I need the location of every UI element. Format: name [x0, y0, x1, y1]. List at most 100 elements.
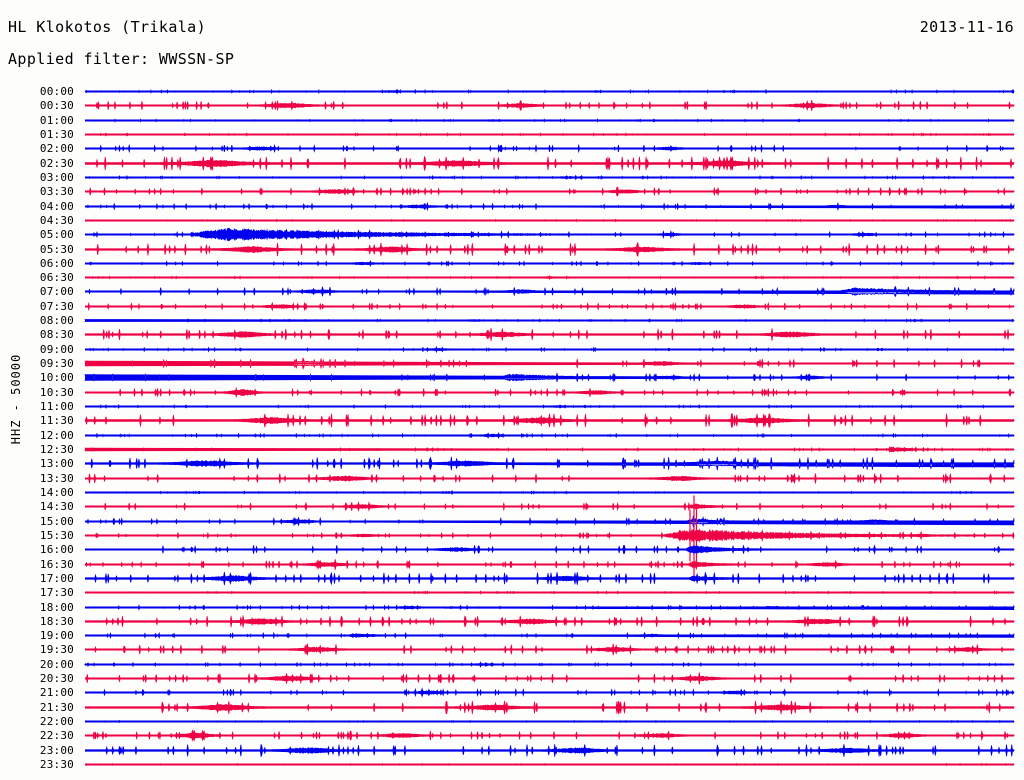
trace-row: 17:00	[0, 571, 1024, 586]
waveform-trace	[84, 284, 1015, 299]
waveform-trace	[84, 700, 1015, 715]
trace-row: 16:30	[0, 557, 1024, 572]
time-tick-label: 16:00	[39, 543, 74, 557]
time-tick-label: 04:00	[39, 199, 74, 213]
time-tick-label: 18:00	[39, 600, 74, 614]
trace-row: 20:30	[0, 671, 1024, 686]
trace-row: 21:00	[0, 685, 1024, 700]
waveform-trace	[84, 98, 1015, 113]
time-tick-label: 04:30	[39, 213, 74, 227]
time-tick-label: 03:30	[39, 185, 74, 199]
trace-row: 18:00	[0, 600, 1024, 615]
waveform-trace	[84, 385, 1015, 400]
waveform-trace	[84, 614, 1015, 629]
waveform-trace	[84, 170, 1015, 185]
trace-row: 10:00	[0, 370, 1024, 385]
time-tick-label: 12:00	[39, 428, 74, 442]
time-tick-label: 17:30	[39, 586, 74, 600]
time-tick-label: 10:00	[39, 371, 74, 385]
time-tick-label: 02:00	[39, 142, 74, 156]
waveform-trace	[84, 728, 1015, 743]
waveform-trace	[84, 757, 1015, 772]
time-tick-label: 14:00	[39, 485, 74, 499]
time-tick-label: 13:30	[39, 471, 74, 485]
waveform-trace	[84, 413, 1015, 428]
waveform-trace	[84, 600, 1015, 615]
waveform-trace	[84, 213, 1015, 228]
time-tick-label: 02:30	[39, 156, 74, 170]
waveform-trace	[84, 685, 1015, 700]
applied-filter-label: Applied filter: WWSSN-SP	[8, 50, 235, 68]
trace-row: 11:00	[0, 399, 1024, 414]
time-tick-label: 22:30	[39, 729, 74, 743]
time-tick-label: 07:30	[39, 299, 74, 313]
trace-row: 08:30	[0, 327, 1024, 342]
time-tick-label: 06:30	[39, 271, 74, 285]
trace-row: 09:30	[0, 356, 1024, 371]
trace-row: 23:00	[0, 743, 1024, 758]
waveform-trace	[84, 199, 1015, 214]
time-tick-label: 12:30	[39, 443, 74, 456]
trace-row: 08:00	[0, 313, 1024, 328]
waveform-trace	[84, 184, 1015, 199]
waveform-trace	[84, 657, 1015, 672]
trace-row: 16:00	[0, 542, 1024, 557]
trace-row: 04:00	[0, 199, 1024, 214]
time-tick-label: 09:30	[39, 357, 74, 371]
trace-row: 12:00	[0, 428, 1024, 443]
waveform-trace	[84, 456, 1015, 471]
time-tick-label: 11:30	[39, 414, 74, 428]
time-tick-label: 00:00	[39, 85, 74, 98]
trace-row: 22:00	[0, 714, 1024, 729]
time-tick-label: 05:30	[39, 242, 74, 256]
trace-row: 05:30	[0, 241, 1024, 257]
waveform-trace	[84, 714, 1015, 729]
trace-row: 12:30	[0, 442, 1024, 457]
trace-row: 02:30	[0, 155, 1024, 171]
time-tick-label: 08:00	[39, 314, 74, 328]
time-tick-label: 15:30	[39, 528, 74, 542]
waveform-trace	[84, 141, 1015, 156]
trace-row: 03:30	[0, 184, 1024, 199]
waveform-trace	[84, 671, 1015, 686]
waveform-trace	[84, 585, 1015, 600]
time-tick-label: 06:00	[39, 256, 74, 270]
trace-row: 17:30	[0, 585, 1024, 600]
time-tick-label: 20:00	[39, 657, 74, 671]
time-tick-label: 13:00	[39, 457, 74, 471]
trace-row: 05:00	[0, 227, 1024, 242]
time-tick-label: 00:30	[39, 99, 74, 113]
trace-row: 18:30	[0, 614, 1024, 629]
waveform-trace	[84, 399, 1015, 414]
waveform-trace	[84, 327, 1015, 342]
time-tick-label: 21:00	[39, 686, 74, 700]
time-tick-label: 08:30	[39, 328, 74, 342]
trace-row: 13:30	[0, 471, 1024, 486]
trace-row: 06:00	[0, 256, 1024, 271]
waveform-trace	[84, 270, 1015, 285]
trace-row: 04:30	[0, 213, 1024, 228]
time-tick-label: 17:00	[39, 571, 74, 585]
time-tick-label: 09:00	[39, 342, 74, 356]
time-tick-label: 01:00	[39, 113, 74, 127]
trace-row: 19:30	[0, 642, 1024, 657]
trace-row: 01:00	[0, 113, 1024, 128]
waveform-trace	[84, 113, 1015, 128]
waveform-trace	[84, 628, 1015, 643]
trace-row: 14:30	[0, 499, 1024, 514]
trace-row: 20:00	[0, 657, 1024, 672]
time-tick-label: 18:30	[39, 614, 74, 628]
trace-row: 07:00	[0, 284, 1024, 299]
waveform-trace	[84, 499, 1015, 514]
trace-row: 19:00	[0, 628, 1024, 643]
waveform-trace	[84, 514, 1015, 529]
trace-row: 11:30	[0, 413, 1024, 428]
waveform-trace	[84, 241, 1015, 257]
record-date: 2013-11-16	[919, 18, 1014, 36]
time-tick-label: 23:30	[39, 758, 74, 772]
time-tick-label: 07:00	[39, 285, 74, 299]
trace-row: 01:30	[0, 127, 1024, 142]
waveform-trace	[84, 84, 1015, 99]
waveform-trace	[84, 299, 1015, 314]
